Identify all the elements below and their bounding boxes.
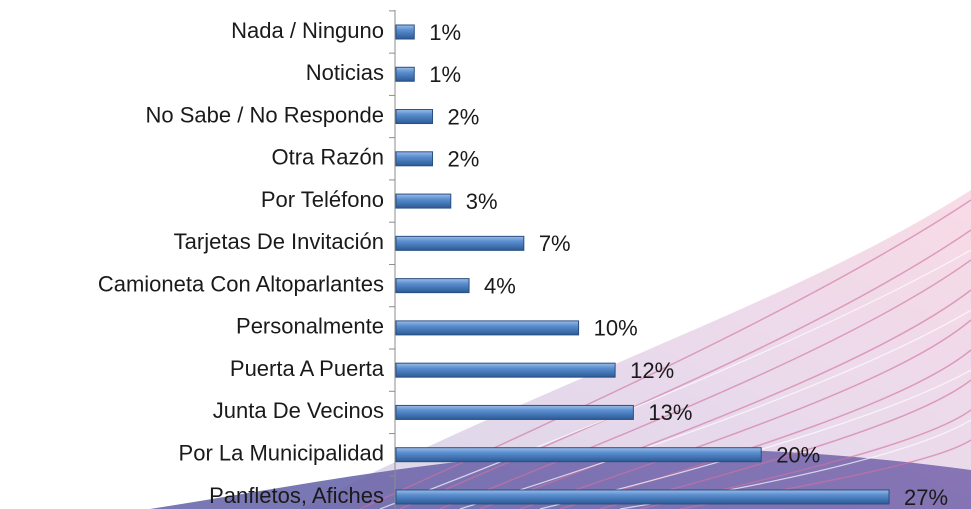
category-label: Por Teléfono [261,187,384,212]
value-label: 7% [539,231,571,256]
category-label: Puerta A Puerta [230,356,385,381]
bar [395,320,580,336]
value-label: 2% [448,147,480,172]
bar [395,66,415,82]
bar [395,235,525,251]
category-label: Por La Municipalidad [179,441,384,466]
category-label: Panfletos, Afiches [209,483,384,508]
category-label: Personalmente [236,314,384,339]
bar [395,404,634,420]
value-label: 4% [484,273,516,298]
value-label: 12% [630,358,674,383]
value-label: 10% [594,316,638,341]
value-label: 13% [648,400,692,425]
category-label: Otra Razón [272,145,385,170]
category-label: Nada / Ninguno [231,18,384,43]
bar [395,447,762,463]
bar [395,362,616,378]
category-label: Noticias [306,60,384,85]
bar [395,278,470,294]
value-label: 27% [904,485,948,509]
value-label: 1% [429,20,461,45]
value-label: 20% [776,443,820,468]
bar [395,109,434,125]
bar [395,489,890,505]
value-label: 1% [429,62,461,87]
bar [395,193,452,209]
bar [395,151,434,167]
category-label: No Sabe / No Responde [146,102,385,127]
category-label: Tarjetas De Invitación [174,229,384,254]
category-label: Camioneta Con Altoparlantes [98,271,384,296]
value-label: 3% [466,189,498,214]
category-label: Junta De Vecinos [213,398,384,423]
value-label: 2% [448,104,480,129]
bar [395,24,415,40]
